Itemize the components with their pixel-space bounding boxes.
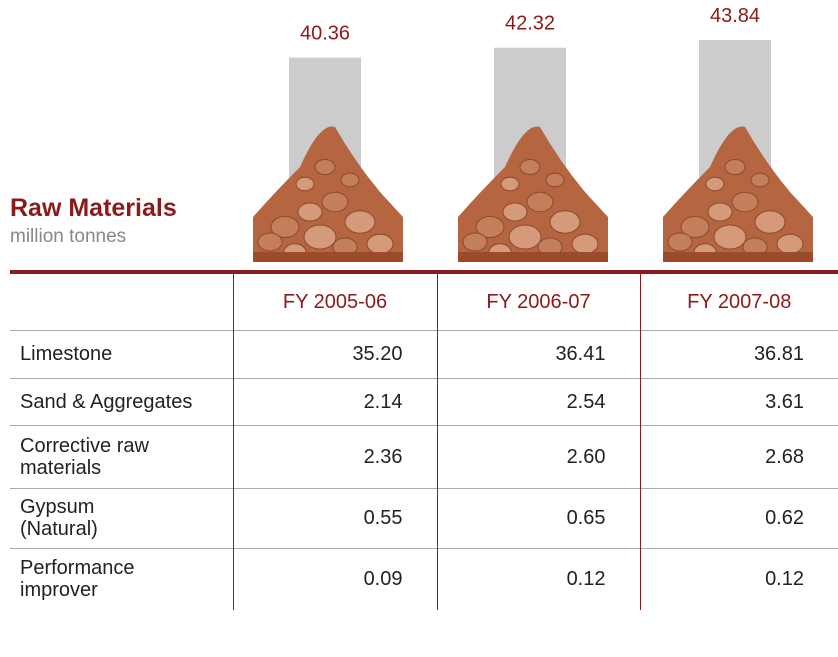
rock <box>776 233 804 255</box>
rock <box>707 202 733 222</box>
table-row: Gypsum (Natural) 0.55 0.65 0.62 <box>10 487 838 548</box>
rock <box>526 191 554 213</box>
row-label: Gypsum (Natural) <box>10 487 233 548</box>
rock <box>545 172 565 188</box>
value-cell: 0.62 <box>639 487 838 548</box>
header-row: FY 2005-06 FY 2006-07 FY 2007-08 <box>10 274 838 330</box>
rock <box>502 202 528 222</box>
chart-title: Raw Materials <box>10 194 177 222</box>
rock <box>340 172 360 188</box>
data-table: FY 2005-06 FY 2006-07 FY 2007-08 Limestone 3… <box>10 274 838 610</box>
rock <box>500 176 520 192</box>
rock-pile <box>458 126 608 262</box>
rock-pile <box>663 126 813 262</box>
rock <box>705 176 725 192</box>
row-label: Limestone <box>10 329 233 378</box>
rock <box>750 172 770 188</box>
rock <box>295 176 315 192</box>
row-label: Performance improver <box>10 547 233 610</box>
value-cell: 2.14 <box>232 377 437 425</box>
value-cell: 36.41 <box>436 329 640 378</box>
rock <box>303 224 337 250</box>
rock <box>549 210 581 234</box>
rock-pile <box>253 126 403 262</box>
value-cell: 0.12 <box>436 547 640 610</box>
rock <box>314 159 336 175</box>
value-cell: 36.81 <box>639 329 838 378</box>
rock-base <box>253 252 403 262</box>
value-cell: 0.09 <box>232 547 437 610</box>
rock <box>297 202 323 222</box>
rock <box>571 233 599 255</box>
value-cell: 0.12 <box>639 547 838 610</box>
value-cell: 0.55 <box>232 487 437 548</box>
rock <box>667 232 693 252</box>
divider <box>10 270 838 274</box>
value-label: 43.84 <box>710 5 760 27</box>
rock <box>321 191 349 213</box>
table-row: Limestone 35.20 36.41 36.81 <box>10 329 838 378</box>
rock <box>731 191 759 213</box>
chart: 40.36 42.32 43.84 <box>253 5 813 263</box>
rock <box>680 216 710 238</box>
rock <box>519 159 541 175</box>
value-cell: 35.20 <box>232 329 437 378</box>
rock <box>475 216 505 238</box>
rock <box>462 232 488 252</box>
header-cell: FY 2006-07 <box>436 274 640 330</box>
value-cell: 3.61 <box>639 377 838 425</box>
rock <box>508 224 542 250</box>
rock-base <box>663 252 813 262</box>
row-label: Corrective raw materials <box>10 424 233 488</box>
rock <box>344 210 376 234</box>
value-cell: 0.65 <box>436 487 640 548</box>
value-label: 40.36 <box>300 23 350 45</box>
rock <box>366 233 394 255</box>
table-row: Sand & Aggregates 2.14 2.54 3.61 <box>10 377 838 425</box>
rock <box>713 224 747 250</box>
value-label: 42.32 <box>505 13 555 35</box>
header-cell: FY 2005-06 <box>232 274 437 330</box>
rock-base <box>458 252 608 262</box>
header-cell <box>10 274 233 330</box>
value-cell: 2.36 <box>232 424 437 488</box>
row-label: Sand & Aggregates <box>10 377 233 425</box>
rock <box>754 210 786 234</box>
table-row: Corrective raw materials 2.36 2.60 2.68 <box>10 424 838 488</box>
rock <box>270 216 300 238</box>
table-row: Performance improver 0.09 0.12 0.12 <box>10 547 838 610</box>
value-cell: 2.54 <box>436 377 640 425</box>
rock <box>257 232 283 252</box>
rock <box>724 159 746 175</box>
value-cell: 2.60 <box>436 424 640 488</box>
header-cell: FY 2007-08 <box>639 274 838 330</box>
value-cell: 2.68 <box>639 424 838 488</box>
chart-subtitle: million tonnes <box>10 226 127 247</box>
